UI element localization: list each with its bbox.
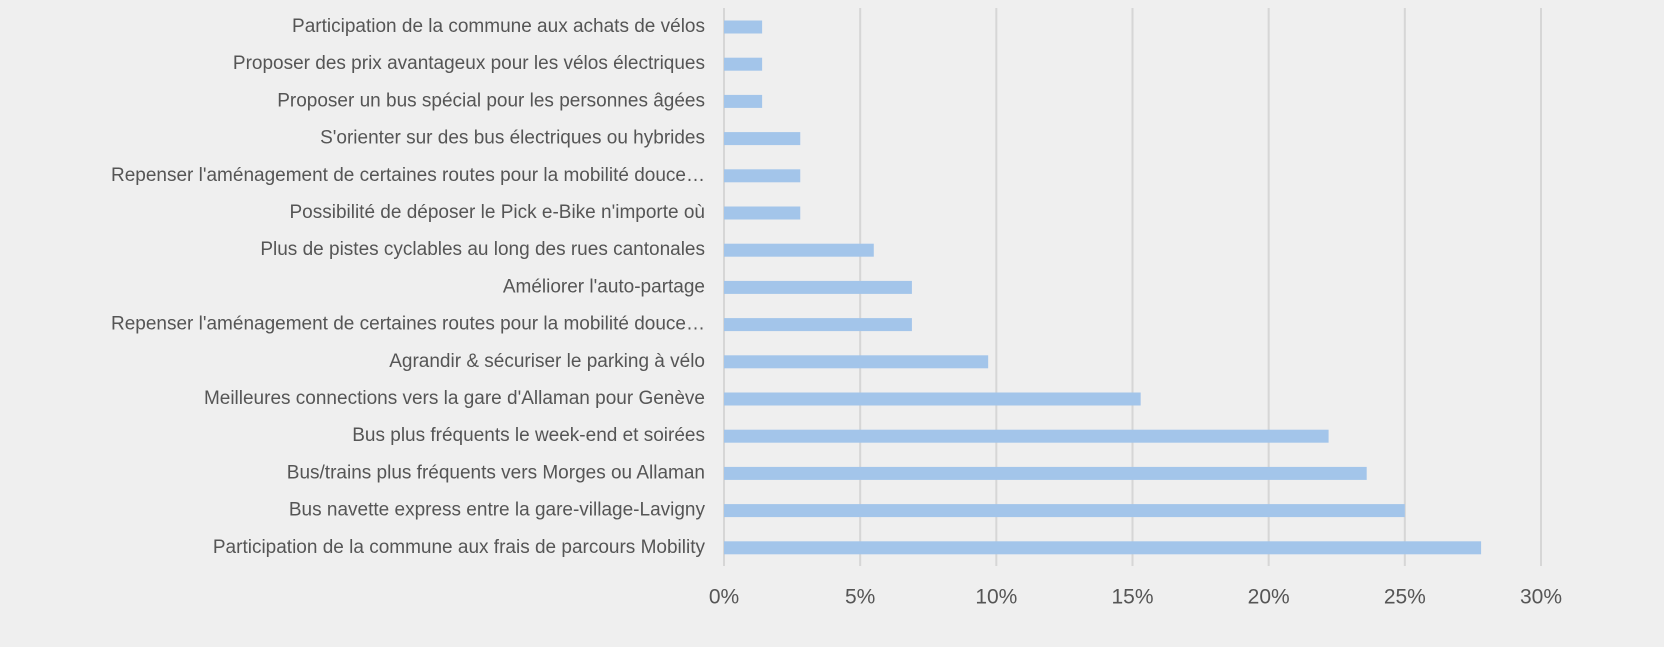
bar: [724, 429, 1329, 443]
x-tick-label: 0%: [709, 586, 739, 609]
x-tick-label: 25%: [1384, 586, 1426, 609]
bar: [724, 504, 1405, 518]
y-tick-label: Proposer un bus spécial pour les personn…: [277, 90, 705, 111]
y-tick-label: S'orienter sur des bus électriques ou hy…: [320, 128, 705, 149]
y-tick-label: Bus navette express entre la gare-villag…: [289, 500, 706, 521]
bar: [724, 20, 763, 34]
bar: [724, 541, 1482, 555]
y-tick-label: Plus de pistes cyclables au long des rue…: [260, 239, 705, 260]
bar: [724, 355, 989, 369]
x-tick-label: 30%: [1520, 586, 1562, 609]
y-tick-label: Agrandir & sécuriser le parking à vélo: [389, 351, 705, 372]
y-tick-label: Proposer des prix avantageux pour les vé…: [233, 53, 705, 74]
x-tick-label: 15%: [1111, 586, 1153, 609]
bar: [724, 318, 912, 332]
y-tick-label: Repenser l'aménagement de certaines rout…: [111, 165, 705, 186]
bar: [724, 280, 912, 294]
bar: [724, 169, 801, 183]
y-tick-label: Meilleures connections vers la gare d'Al…: [204, 388, 705, 409]
y-tick-label: Améliorer l'auto-partage: [503, 276, 705, 297]
x-tick-label: 20%: [1248, 586, 1290, 609]
y-tick-label: Repenser l'aménagement de certaines rout…: [111, 314, 705, 335]
bar: [724, 57, 763, 71]
bar: [724, 392, 1141, 406]
y-tick-label: Participation de la commune aux achats d…: [292, 16, 705, 37]
y-tick-label: Participation de la commune aux frais de…: [213, 537, 706, 558]
x-tick-label: 10%: [975, 586, 1017, 609]
y-tick-label: Bus/trains plus fréquents vers Morges ou…: [287, 462, 705, 483]
bar: [724, 94, 763, 108]
bar: [724, 206, 801, 220]
bar: [724, 466, 1367, 480]
y-tick-label: Possibilité de déposer le Pick e-Bike n'…: [289, 202, 705, 223]
bar: [724, 243, 874, 257]
x-tick-label: 5%: [845, 586, 875, 609]
y-tick-label: Bus plus fréquents le week-end et soirée…: [352, 425, 705, 446]
bar: [724, 132, 801, 146]
